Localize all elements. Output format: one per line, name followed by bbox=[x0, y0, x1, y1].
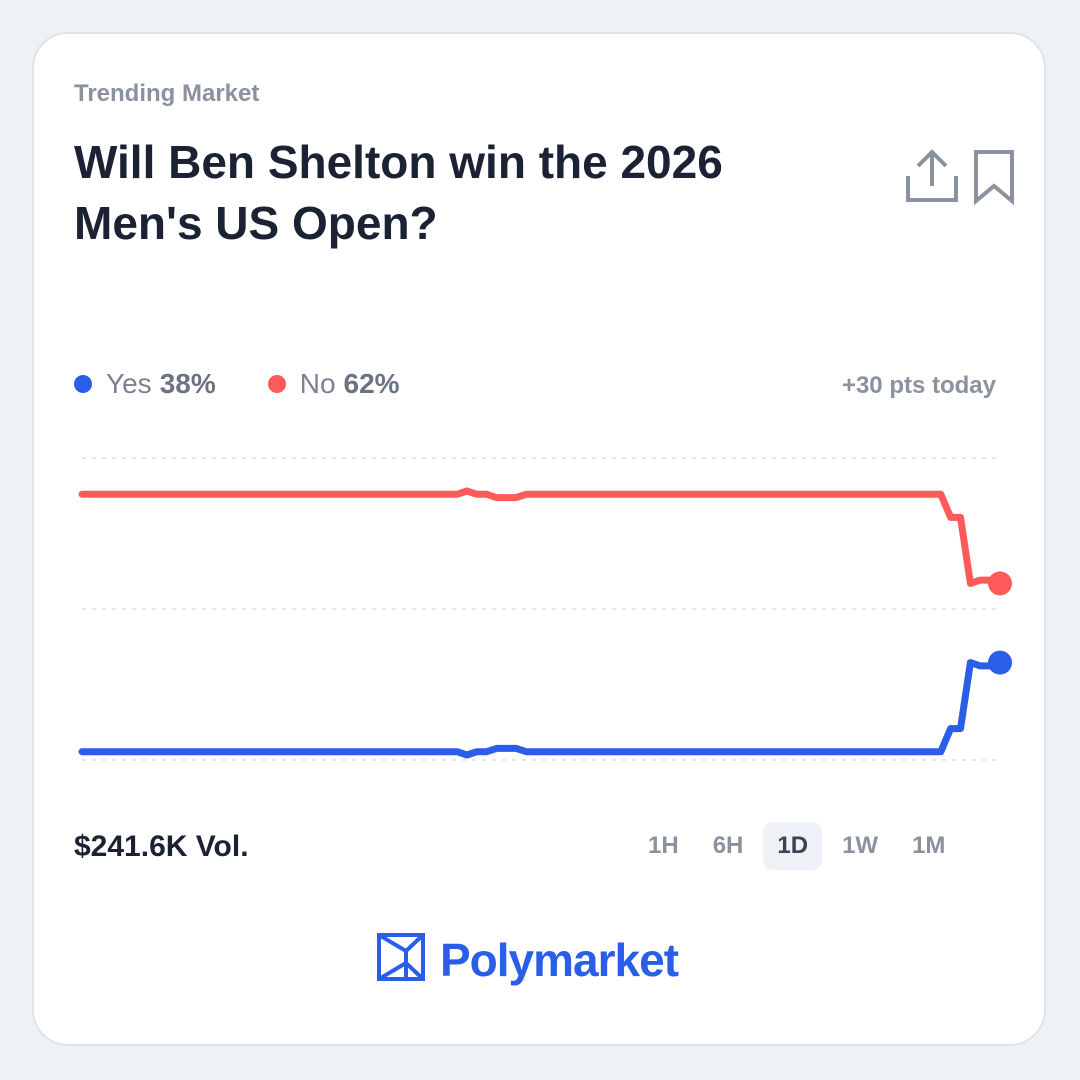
range-1w[interactable]: 1W bbox=[828, 822, 892, 870]
bookmark-icon[interactable] bbox=[968, 146, 1028, 206]
brand-name: Polymarket bbox=[440, 933, 679, 986]
yes-label: Yes bbox=[106, 368, 152, 399]
market-card[interactable]: Trending Market Will Ben Shelton win the… bbox=[32, 32, 1046, 1046]
time-range-selector: 1H 6H 1D 1W 1M bbox=[634, 822, 965, 870]
price-chart[interactable] bbox=[34, 434, 1048, 794]
market-title[interactable]: Will Ben Shelton win the 2026 Men's US O… bbox=[74, 136, 723, 249]
volume-label: $241.6K Vol. bbox=[74, 830, 249, 863]
series-line-yes bbox=[78, 659, 1004, 759]
share-icon[interactable] bbox=[902, 146, 962, 206]
series-endpoint-yes[interactable] bbox=[988, 650, 1012, 675]
legend-yes: Yes 38% bbox=[74, 368, 216, 400]
no-label: No bbox=[299, 368, 336, 399]
outcome-legend: Yes 38% No 62% bbox=[74, 368, 452, 400]
brand-footer[interactable]: Polymarket bbox=[376, 932, 679, 987]
daily-change: +30 pts today bbox=[841, 372, 996, 399]
polymarket-logo-icon bbox=[376, 932, 426, 987]
legend-no: No 62% bbox=[267, 368, 400, 400]
range-1d[interactable]: 1D bbox=[763, 822, 823, 870]
series-endpoint-no[interactable] bbox=[988, 571, 1012, 596]
yes-value: 38% bbox=[159, 368, 216, 399]
yes-dot bbox=[74, 375, 92, 393]
eyebrow-label: Trending Market bbox=[74, 80, 260, 107]
no-value: 62% bbox=[343, 368, 400, 399]
series-line-no bbox=[78, 487, 1004, 587]
range-1h[interactable]: 1H bbox=[634, 822, 693, 870]
no-dot bbox=[267, 375, 286, 393]
range-1m[interactable]: 1M bbox=[898, 822, 959, 870]
range-6h[interactable]: 6H bbox=[699, 822, 758, 870]
